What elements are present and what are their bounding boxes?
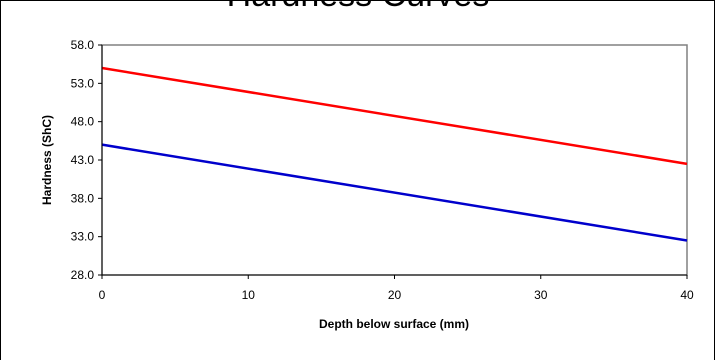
chart-title: Hardness Curves <box>0 0 716 15</box>
x-tick-label: 20 <box>388 288 402 302</box>
y-axis-ticks: 28.0 33.0 38.0 43.0 48.0 53.0 58.0 <box>71 38 102 282</box>
series-line-2 <box>101 143 688 242</box>
y-tick-label: 48.0 <box>71 115 95 129</box>
x-tick-label: 10 <box>242 288 256 302</box>
y-tick-label: 43.0 <box>71 153 95 167</box>
x-tick-label: 40 <box>680 288 694 302</box>
series-layer <box>101 66 688 242</box>
y-axis-label: Hardness (ShC) <box>40 115 54 205</box>
x-tick-label: 30 <box>534 288 548 302</box>
y-tick-label: 33.0 <box>71 230 95 244</box>
y-tick-label: 53.0 <box>71 76 95 90</box>
x-tick-label: 0 <box>99 288 106 302</box>
x-axis-ticks: 0 10 20 30 40 <box>99 275 694 302</box>
y-tick-label: 58.0 <box>71 38 95 52</box>
series-line-1 <box>101 66 688 166</box>
y-tick-label: 28.0 <box>71 268 95 282</box>
y-tick-label: 38.0 <box>71 191 95 205</box>
x-axis-label: Depth below surface (mm) <box>319 317 469 331</box>
